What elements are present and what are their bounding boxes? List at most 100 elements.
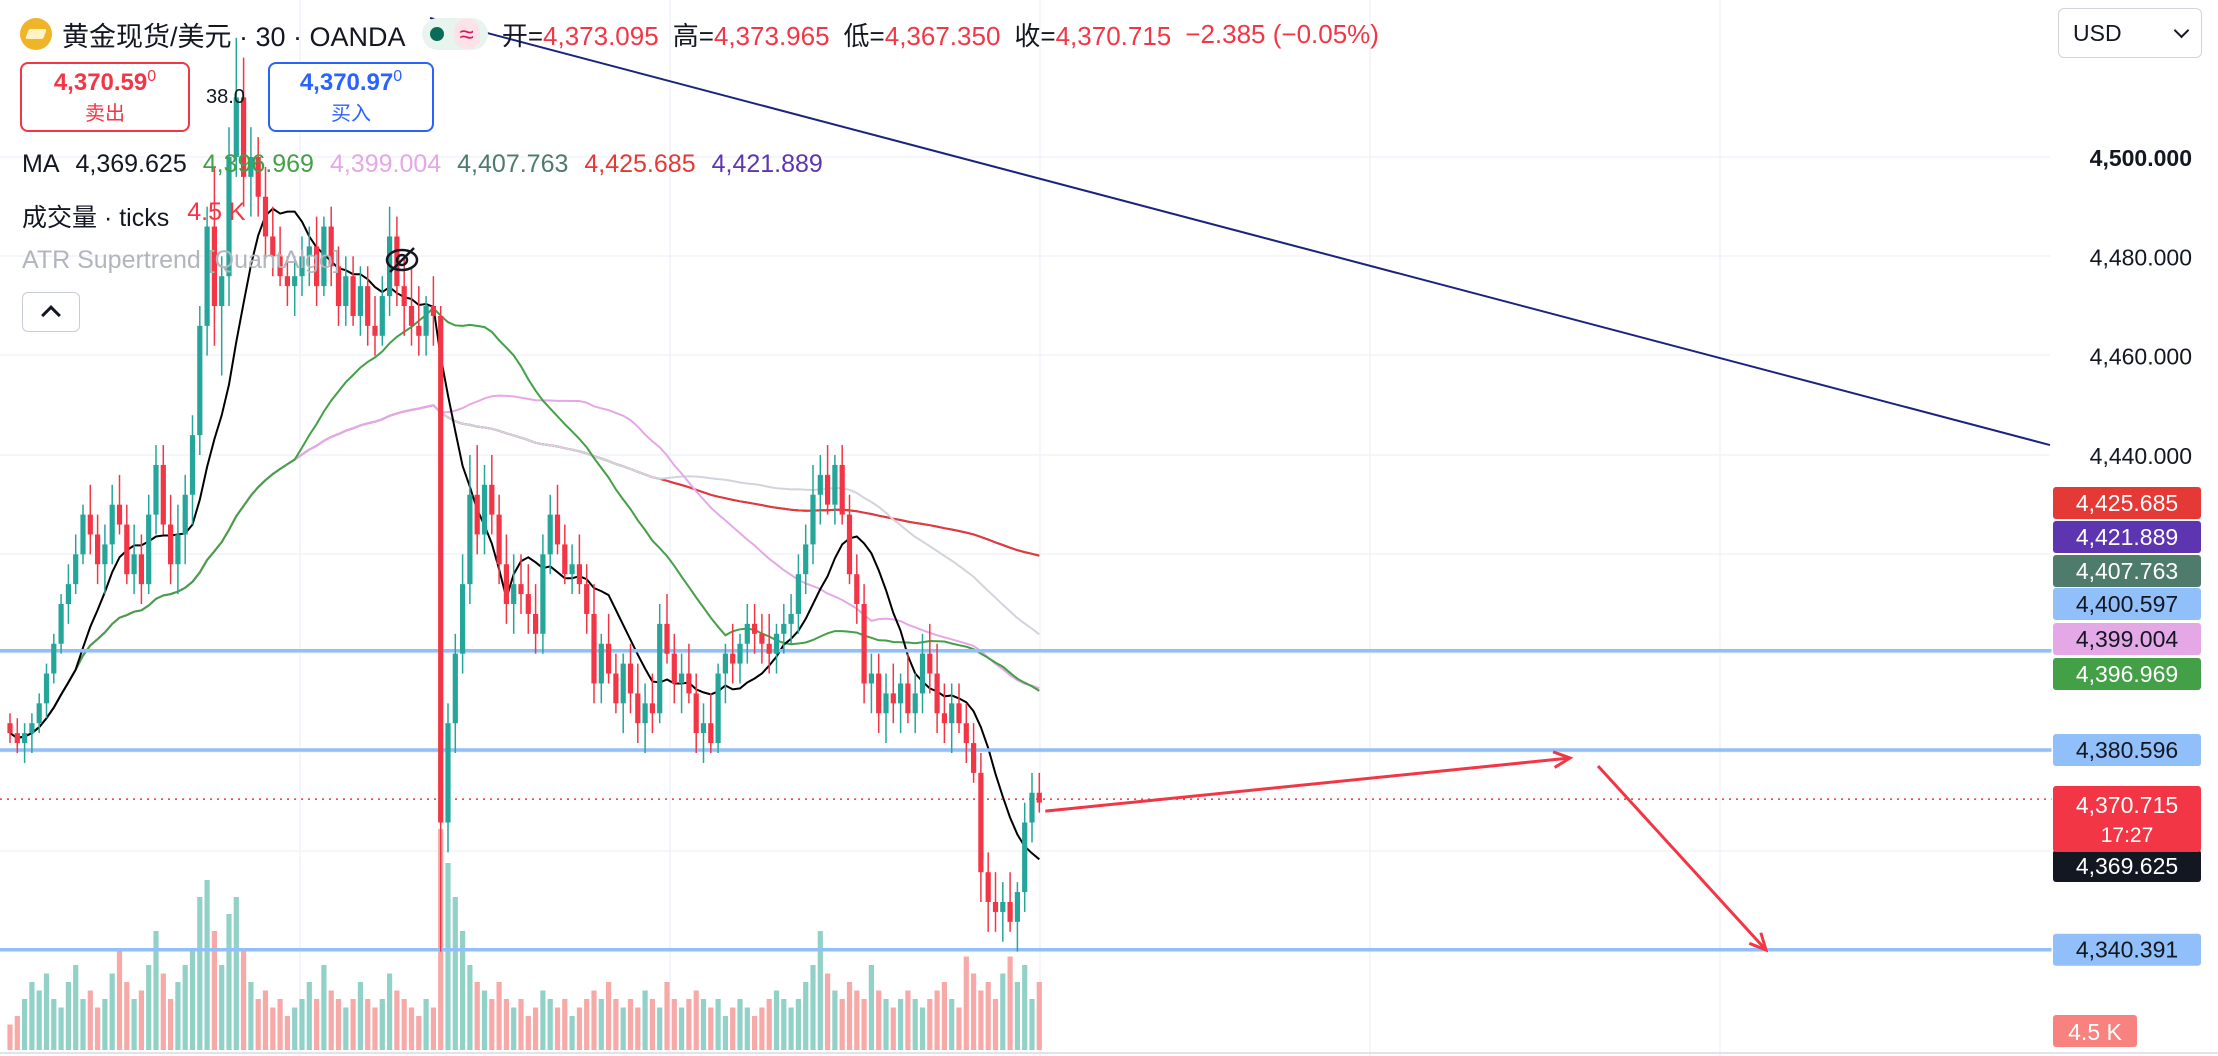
- volume-bar: [744, 1007, 750, 1050]
- volume-bar: [839, 999, 845, 1050]
- volume-bar: [29, 982, 35, 1050]
- volume-legend[interactable]: 成交量 · ticks 4.5 K: [22, 198, 246, 234]
- volume-bar: [226, 914, 232, 1050]
- candle: [832, 455, 838, 525]
- candle: [846, 494, 853, 585]
- candle: [620, 653, 626, 734]
- volume-bar: [584, 999, 590, 1050]
- ma-value-6: 4,421.889: [711, 150, 823, 178]
- volume-bar: [357, 982, 363, 1050]
- candle: [160, 445, 166, 535]
- svg-text:4,421.889: 4,421.889: [2076, 524, 2178, 550]
- volume-bar: [306, 982, 312, 1050]
- volume-bar: [511, 1007, 517, 1050]
- candle: [766, 613, 772, 674]
- candle: [328, 206, 334, 287]
- candle: [7, 713, 13, 744]
- volume-bar: [752, 1016, 758, 1050]
- volume-bar: [868, 965, 874, 1050]
- volume-bar: [270, 1007, 276, 1050]
- candle: [722, 643, 728, 704]
- candle: [73, 534, 79, 595]
- candle: [1029, 772, 1035, 843]
- volume-bar: [284, 1016, 290, 1050]
- volume-bar: [116, 948, 123, 1050]
- volume-bar: [416, 1016, 422, 1050]
- volume-bar: [204, 880, 210, 1050]
- hidden-eye-icon[interactable]: [384, 244, 420, 276]
- volume-bar: [905, 990, 911, 1050]
- volume-bar: [598, 999, 604, 1050]
- volume-bar: [722, 1016, 728, 1050]
- candle: [219, 256, 225, 376]
- volume-bar: [554, 1007, 561, 1050]
- candle: [248, 127, 254, 217]
- volume-bar: [95, 1007, 101, 1050]
- candle: [941, 683, 947, 744]
- ma-legend[interactable]: MA 4,369.625 4,396.969 4,399.004 4,407.7…: [22, 150, 823, 179]
- candle: [569, 544, 575, 595]
- sell-button[interactable]: 4,370.590 卖出: [20, 62, 190, 132]
- volume-bar: [262, 990, 269, 1050]
- svg-text:4,407.763: 4,407.763: [2076, 558, 2178, 584]
- price-label-ma6: 4,421.889: [2053, 521, 2201, 553]
- symbol-title[interactable]: 黄金现货/美元 · 30 · OANDA: [62, 21, 406, 52]
- volume-bar: [876, 990, 882, 1050]
- volume-bar: [533, 1007, 539, 1050]
- volume-bar: [80, 999, 86, 1050]
- candle: [343, 256, 349, 326]
- candle: [22, 723, 28, 763]
- volume-bar: [992, 999, 999, 1050]
- currency-select[interactable]: USD: [2058, 8, 2202, 58]
- candle: [467, 455, 473, 604]
- candle: [438, 306, 444, 952]
- volume-bar: [576, 1007, 582, 1050]
- price-label-ma1: 4,369.625: [2053, 850, 2201, 882]
- candle: [87, 484, 93, 555]
- down-arrow-annotation: [1596, 764, 1769, 953]
- candle: [657, 604, 663, 724]
- price-label-level: 4,380.596: [2053, 734, 2201, 767]
- ohlc-open: 开=4,373.095: [501, 20, 659, 51]
- svg-text:4,370.715: 4,370.715: [2076, 792, 2178, 818]
- candle: [795, 554, 801, 634]
- collapse-legend-button[interactable]: [22, 292, 80, 332]
- candle: [452, 633, 458, 753]
- candle: [693, 673, 699, 753]
- volume-bar: [423, 999, 429, 1050]
- candle: [350, 256, 356, 326]
- atr-supertrend-legend[interactable]: ATR Supertrend [QuantAlgo]: [22, 246, 340, 274]
- volume-bar: [540, 990, 546, 1050]
- candle: [642, 683, 648, 753]
- candle: [58, 594, 64, 654]
- candle: [226, 127, 232, 306]
- candle: [810, 464, 816, 565]
- volume-bar: [219, 965, 225, 1050]
- candle: [416, 286, 422, 356]
- candle: [95, 514, 101, 585]
- volume-bar: [241, 948, 247, 1050]
- candle: [168, 494, 174, 585]
- volume-bar: [87, 990, 93, 1050]
- volume-bar: [1007, 956, 1013, 1050]
- volume-bar: [963, 956, 969, 1050]
- volume-bar: [737, 999, 743, 1050]
- candle: [606, 613, 612, 684]
- buy-button[interactable]: 4,370.970 买入: [268, 62, 434, 132]
- candle: [481, 464, 488, 555]
- volume-bar: [700, 999, 707, 1050]
- volume-bar: [766, 999, 772, 1050]
- candle: [357, 266, 363, 336]
- svg-text:4,399.004: 4,399.004: [2076, 626, 2179, 652]
- market-status-pill[interactable]: ≈: [421, 18, 488, 50]
- candle: [233, 37, 239, 177]
- candle: [175, 504, 181, 595]
- candle: [102, 524, 108, 595]
- candle: [474, 445, 480, 555]
- volume-bar: [350, 999, 356, 1050]
- volume-bar: [1036, 982, 1042, 1050]
- volume-bar: [321, 965, 327, 1050]
- ohlc-low: 低=4,367.350: [843, 20, 1001, 51]
